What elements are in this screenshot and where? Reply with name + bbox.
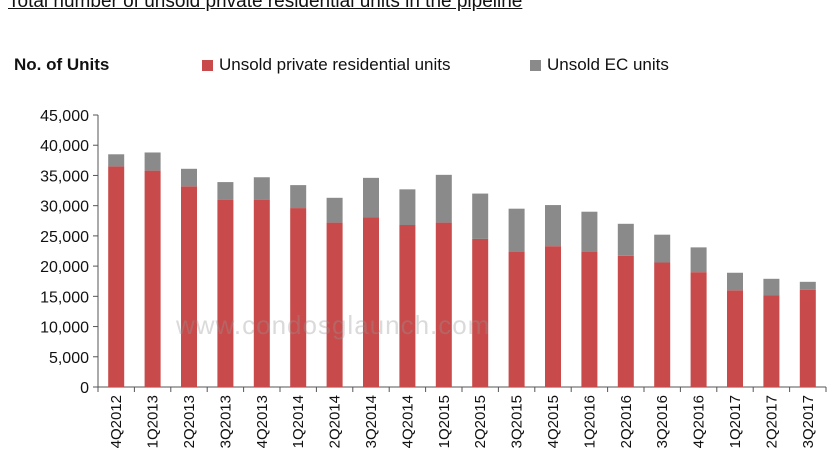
bar-ec-units <box>581 211 598 252</box>
bar-ec-units <box>435 174 452 223</box>
legend-item-ec: Unsold EC units <box>530 55 669 75</box>
y-tick-label: 15,000 <box>40 289 89 306</box>
y-tick-label: 0 <box>80 380 89 397</box>
bar-private-units <box>799 289 816 387</box>
legend-swatch-ec <box>530 59 541 71</box>
x-tick-label: 4Q2016 <box>691 395 708 448</box>
legend-item-private: Unsold private residential units <box>202 55 451 75</box>
bar-ec-units <box>508 208 525 252</box>
bar-private-units <box>654 262 671 387</box>
bar-ec-units <box>727 272 743 291</box>
chart-title: Total number of unsold private residenti… <box>8 0 523 12</box>
x-tick-label: 2Q2016 <box>618 395 635 448</box>
y-tick-label: 30,000 <box>40 199 89 216</box>
y-tick-label: 45,000 <box>40 108 89 125</box>
legend-label-ec: Unsold EC units <box>547 55 669 74</box>
bar-ec-units <box>363 177 379 218</box>
bar-private-units <box>690 272 707 387</box>
bar-ec-units <box>799 281 816 290</box>
y-tick-label: 10,000 <box>40 320 89 337</box>
bar-private-units <box>508 251 525 387</box>
x-tick-label: 4Q2013 <box>254 395 271 448</box>
x-tick-label: 4Q2012 <box>108 395 125 448</box>
watermark-text: www.condosglaunch.com <box>176 310 491 340</box>
bar-ec-units <box>290 185 307 209</box>
bar-ec-units <box>217 182 234 200</box>
x-tick-label: 3Q2015 <box>509 395 526 448</box>
x-tick-label: 4Q2015 <box>545 395 562 448</box>
bar-private-units <box>763 295 780 387</box>
x-tick-label: 3Q2017 <box>800 395 817 448</box>
bar-ec-units <box>617 223 634 256</box>
bar-private-units <box>253 199 270 387</box>
bar-private-units <box>581 251 598 387</box>
bar-ec-units <box>144 152 161 171</box>
x-tick-label: 3Q2014 <box>363 395 380 448</box>
bar-ec-units <box>253 177 270 200</box>
x-tick-label: 2Q2015 <box>472 395 489 448</box>
bar-ec-units <box>545 205 561 247</box>
bar-ec-units <box>690 247 707 273</box>
bar-ec-units <box>472 193 489 239</box>
y-tick-label: 35,000 <box>40 168 89 185</box>
bar-ec-units <box>399 189 416 226</box>
bar-private-units <box>363 217 379 387</box>
bar-ec-units <box>763 278 780 296</box>
bar-private-units <box>290 208 307 387</box>
x-tick-label: 1Q2015 <box>436 395 453 448</box>
x-tick-label: 4Q2014 <box>399 395 416 448</box>
bar-private-units <box>181 186 197 387</box>
bar-private-units <box>435 222 452 387</box>
x-tick-label: 3Q2016 <box>654 395 671 448</box>
bar-ec-units <box>326 197 343 223</box>
y-tick-label: 25,000 <box>40 229 89 246</box>
bar-private-units <box>617 255 634 387</box>
bar-ec-units <box>108 154 125 167</box>
x-tick-label: 1Q2013 <box>145 395 162 448</box>
x-tick-label: 3Q2013 <box>217 395 234 448</box>
x-tick-label: 1Q2014 <box>290 395 307 448</box>
x-tick-label: 2Q2013 <box>181 395 198 448</box>
y-axis-label: No. of Units <box>14 55 110 74</box>
bar-private-units <box>545 246 561 387</box>
legend-swatch-private <box>202 59 213 71</box>
bar-private-units <box>108 166 125 387</box>
x-tick-label: 1Q2017 <box>727 395 744 448</box>
bar-private-units <box>399 225 416 387</box>
bar-private-units <box>326 222 343 387</box>
bar-ec-units <box>654 234 671 263</box>
bar-ec-units <box>181 168 197 187</box>
x-tick-label: 2Q2017 <box>763 395 780 448</box>
y-tick-label: 40,000 <box>40 138 89 155</box>
y-tick-label: 5,000 <box>49 350 89 367</box>
bar-private-units <box>472 238 489 387</box>
y-tick-label: 20,000 <box>40 259 89 276</box>
x-tick-label: 1Q2016 <box>581 395 598 448</box>
bar-private-units <box>217 199 234 387</box>
x-tick-label: 2Q2014 <box>327 395 344 448</box>
bar-private-units <box>727 290 743 387</box>
legend-label-private: Unsold private residential units <box>219 55 451 74</box>
bar-private-units <box>144 170 161 387</box>
